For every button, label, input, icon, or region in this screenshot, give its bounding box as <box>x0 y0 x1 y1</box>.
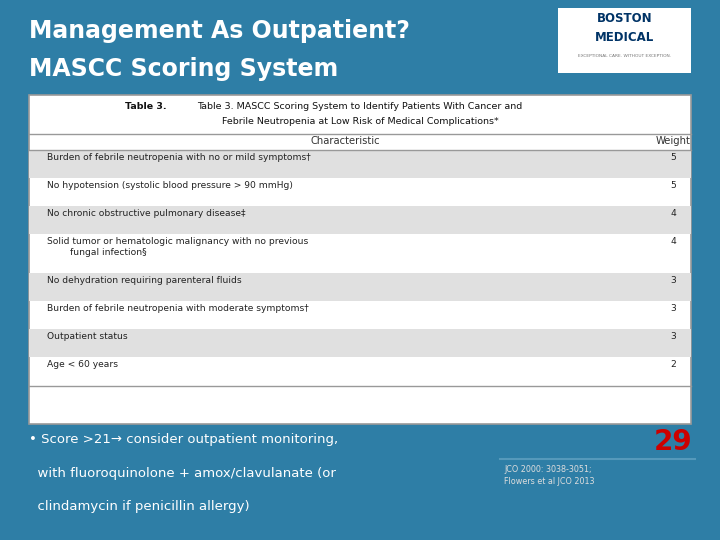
Text: with fluoroquinolone + amox/clavulanate (or: with fluoroquinolone + amox/clavulanate … <box>29 467 336 480</box>
Bar <box>558 8 691 73</box>
Text: No chronic obstructive pulmonary disease‡: No chronic obstructive pulmonary disease… <box>47 209 246 218</box>
Text: No hypotension (systolic blood pressure > 90 mmHg): No hypotension (systolic blood pressure … <box>47 181 292 190</box>
Text: 2: 2 <box>670 360 676 369</box>
Text: Burden of febrile neutropenia with moderate symptoms†: Burden of febrile neutropenia with moder… <box>47 304 309 313</box>
Text: Weight: Weight <box>656 136 690 146</box>
Text: 3: 3 <box>670 332 676 341</box>
Text: Management As Outpatient?: Management As Outpatient? <box>29 19 410 43</box>
Text: BOSTON: BOSTON <box>597 12 653 25</box>
Text: Solid tumor or hematologic malignancy with no previous
        fungal infection§: Solid tumor or hematologic malignancy wi… <box>47 237 308 257</box>
Text: Febrile Neutropenia at Low Risk of Medical Complications*: Febrile Neutropenia at Low Risk of Medic… <box>222 117 498 126</box>
Text: JCO 2000: 3038-3051;
Flowers et al JCO 2013: JCO 2000: 3038-3051; Flowers et al JCO 2… <box>504 465 595 487</box>
Text: 29: 29 <box>654 428 693 456</box>
Text: 4: 4 <box>670 209 676 218</box>
Text: • Score >21→ consider outpatient monitoring,: • Score >21→ consider outpatient monitor… <box>29 433 338 446</box>
Text: EXCEPTIONAL CARE. WITHOUT EXCEPTION.: EXCEPTIONAL CARE. WITHOUT EXCEPTION. <box>578 54 672 58</box>
Text: Burden of febrile neutropenia with no or mild symptoms†: Burden of febrile neutropenia with no or… <box>47 153 310 162</box>
Bar <box>29 206 691 234</box>
Bar <box>29 94 691 424</box>
Text: Age < 60 years: Age < 60 years <box>47 360 118 369</box>
Text: MEDICAL: MEDICAL <box>595 31 654 44</box>
Text: clindamycin if penicillin allergy): clindamycin if penicillin allergy) <box>29 500 249 513</box>
Text: Outpatient status: Outpatient status <box>47 332 127 341</box>
Text: 4: 4 <box>670 237 676 246</box>
Bar <box>29 273 691 301</box>
Text: 3: 3 <box>670 304 676 313</box>
Text: No dehydration requiring parenteral fluids: No dehydration requiring parenteral flui… <box>47 276 241 285</box>
Text: Table 3.: Table 3. <box>125 102 166 111</box>
Text: MASCC Scoring System: MASCC Scoring System <box>29 57 338 80</box>
Text: 5: 5 <box>670 181 676 190</box>
Bar <box>29 150 691 178</box>
Text: Characteristic: Characteristic <box>311 136 380 146</box>
Text: 3: 3 <box>670 276 676 285</box>
Bar <box>29 329 691 357</box>
Text: Table 3. MASCC Scoring System to Identify Patients With Cancer and: Table 3. MASCC Scoring System to Identif… <box>197 102 523 111</box>
Text: 5: 5 <box>670 153 676 162</box>
